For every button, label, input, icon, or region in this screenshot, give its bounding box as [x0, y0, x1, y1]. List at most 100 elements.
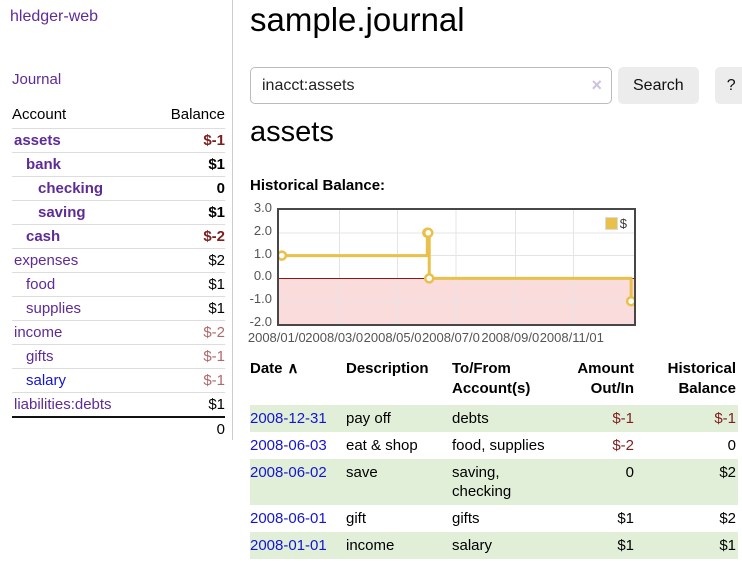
account-row-bank: bank $1: [12, 152, 225, 177]
x-axis-tick: 2008/03/01: [305, 330, 371, 345]
accounts-total-row: 0: [12, 416, 225, 441]
transaction-amount: $1: [617, 537, 634, 554]
legend-swatch-icon: [604, 217, 618, 230]
transaction-amount: $-1: [612, 410, 634, 427]
account-balance: $-2: [149, 320, 225, 345]
account-link-saving[interactable]: saving: [38, 204, 86, 221]
transaction-date-link[interactable]: 2008-06-02: [250, 464, 327, 481]
accounts-header-account: Account: [12, 106, 67, 123]
main-content: sample.journal × Search ? assets Histori…: [247, 0, 742, 582]
account-balance: $1: [149, 392, 225, 417]
account-link-supplies[interactable]: supplies: [26, 300, 82, 317]
column-header-description: Description: [346, 360, 429, 377]
transaction-date-link[interactable]: 2008-06-03: [250, 437, 327, 454]
account-balance: $1: [149, 200, 225, 225]
transaction-accounts: gifts: [452, 510, 480, 527]
register-table: Date ∧ Description To/From Account(s) Amo…: [250, 356, 738, 559]
transaction-description: eat & shop: [346, 437, 418, 454]
account-balance: $2: [149, 248, 225, 273]
y-axis-tick: -2.0: [249, 314, 272, 329]
chart-plot-area: $: [277, 208, 636, 326]
historical-balance-chart: 3.0 2.0 1.0 0.0 -1.0 -2.0 $ 2008/01/01 2008/03…: [244, 200, 644, 352]
x-axis-tick: 2008/05/01: [363, 330, 429, 345]
account-balance: $1: [149, 272, 225, 297]
transaction-balance: $2: [719, 464, 736, 481]
account-page-title: assets: [250, 116, 334, 148]
account-link-assets[interactable]: assets: [14, 132, 61, 149]
search-bar: × Search ?: [250, 67, 742, 104]
account-row-food: food $1: [12, 272, 225, 297]
x-axis-tick: 2008/09/01: [481, 330, 547, 345]
clear-search-icon[interactable]: ×: [591, 75, 602, 95]
y-axis-tick: -1.0: [249, 291, 272, 307]
account-row-assets: assets $-1: [12, 128, 225, 153]
sort-ascending-icon: ∧: [287, 360, 299, 377]
account-balance: $1: [149, 152, 225, 177]
chart-legend: $: [602, 215, 629, 232]
account-row-saving: saving $1: [12, 200, 225, 225]
column-header-balance: Historical Balance: [667, 360, 736, 397]
account-link-income[interactable]: income: [14, 324, 63, 341]
account-link-salary[interactable]: salary: [26, 372, 67, 389]
transaction-amount: $-2: [612, 437, 634, 454]
y-axis-tick: 0.0: [253, 268, 272, 284]
account-row-checking: checking 0: [12, 176, 225, 201]
register-row: 2008-06-03 eat & shop food, supplies $-2…: [250, 432, 738, 459]
sidebar-item-journal[interactable]: Journal: [12, 71, 62, 88]
transaction-description: pay off: [346, 410, 391, 427]
page-title: sample.journal: [250, 1, 465, 38]
legend-label: $: [619, 216, 627, 231]
y-axis-tick: 2.0: [253, 222, 272, 238]
search-button[interactable]: Search: [618, 67, 699, 104]
transaction-accounts: salary: [452, 537, 493, 554]
transaction-balance: 0: [727, 437, 736, 454]
account-row-expenses: expenses $2: [12, 248, 225, 273]
register-header-row: Date ∧ Description To/From Account(s) Amo…: [250, 356, 738, 405]
y-axis-tick: 1.0: [253, 245, 272, 261]
accounts-table: Account Balance assets $-1 bank $1 check…: [12, 103, 225, 441]
sidebar: hledger-web Journal Account Balance asse…: [0, 0, 233, 441]
account-balance: $1: [149, 296, 225, 321]
account-row-liabilities-debts: liabilities:debts $1: [12, 392, 225, 417]
account-link-bank[interactable]: bank: [26, 156, 62, 173]
x-axis-tick: 2008/01/01: [247, 330, 313, 345]
account-link-liabilities-debts[interactable]: liabilities:debts: [14, 396, 112, 413]
column-header-date[interactable]: Date ∧: [250, 356, 346, 405]
help-button[interactable]: ?: [714, 67, 742, 104]
account-balance: 0: [149, 176, 225, 201]
transaction-balance: $2: [719, 510, 736, 527]
account-balance: $-2: [149, 224, 225, 249]
register-row: 2008-06-01 gift gifts $1 $2: [250, 505, 738, 532]
transaction-accounts: food, supplies: [452, 437, 545, 454]
account-balance: $-1: [149, 368, 225, 393]
transaction-accounts: saving, checking: [452, 464, 512, 500]
account-row-cash: cash $-2: [12, 224, 225, 249]
account-row-salary: salary $-1: [12, 368, 225, 393]
account-link-gifts[interactable]: gifts: [26, 348, 54, 365]
accounts-total-value: 0: [149, 416, 225, 441]
app-brand-link[interactable]: hledger-web: [10, 8, 99, 25]
date-header-label: Date: [250, 360, 283, 377]
account-balance: $-1: [149, 344, 225, 369]
account-link-cash[interactable]: cash: [26, 228, 61, 245]
transaction-amount: $1: [617, 510, 634, 527]
column-header-amount: Amount Out/In: [577, 360, 634, 397]
transaction-date-link[interactable]: 2008-01-01: [250, 537, 327, 554]
account-row-income: income $-2: [12, 320, 225, 345]
register-row: 2008-01-01 income salary $1 $1: [250, 532, 738, 559]
account-link-expenses[interactable]: expenses: [14, 252, 79, 269]
x-axis-tick: 2008/07/01: [422, 330, 488, 345]
x-axis-tick: 2008/11/01: [539, 330, 604, 345]
transaction-balance: $1: [719, 537, 736, 554]
search-input[interactable]: [250, 67, 612, 104]
transaction-date-link[interactable]: 2008-12-31: [250, 410, 327, 427]
account-link-food[interactable]: food: [26, 276, 56, 293]
chart-canvas: [279, 210, 634, 324]
transaction-balance: $-1: [714, 410, 736, 427]
account-row-supplies: supplies $1: [12, 296, 225, 321]
transaction-accounts: debts: [452, 410, 489, 427]
transaction-date-link[interactable]: 2008-06-01: [250, 510, 327, 527]
account-link-checking[interactable]: checking: [38, 180, 104, 197]
y-axis-tick: 3.0: [253, 200, 272, 215]
transaction-description: gift: [346, 510, 367, 527]
